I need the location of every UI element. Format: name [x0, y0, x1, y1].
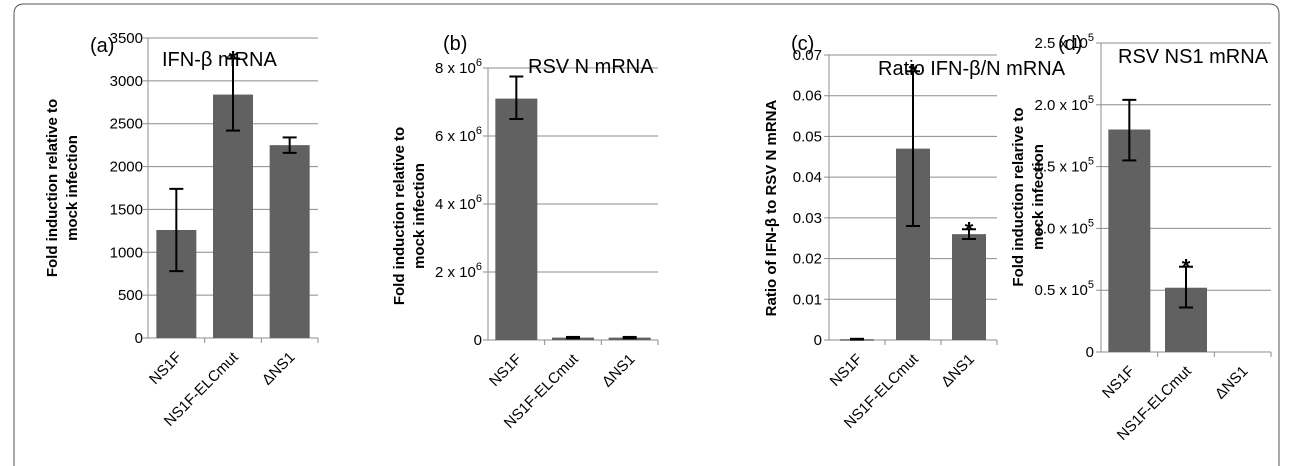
bar-3	[269, 145, 310, 338]
y-tick-label: 1.5 x 105	[1035, 156, 1095, 176]
panel-letter: (a)	[90, 35, 114, 57]
x-tick-label: NS1F	[1099, 363, 1138, 402]
figure-frame	[13, 3, 1280, 466]
y-tick-label: 0	[474, 332, 482, 349]
significance-star: *	[1182, 255, 1191, 280]
y-tick-base: 4 x 10	[435, 196, 476, 213]
y-axis-label: Fold induction relative to mock infection	[391, 127, 428, 305]
y-tick-label: 1000	[110, 244, 143, 261]
y-tick-exponent: 6	[476, 57, 482, 69]
bar-1	[1108, 129, 1151, 352]
x-tick-label: ΔNS1	[1212, 363, 1252, 403]
x-tick-label: NS1F	[146, 349, 185, 388]
y-axis-label-line: Fold induction relative to	[391, 127, 408, 305]
y-tick-label: 0	[1086, 344, 1094, 361]
y-axis-label-line: mock infection	[1030, 144, 1047, 250]
y-tick-label: 0	[814, 332, 822, 349]
y-tick-exponent: 5	[1088, 94, 1094, 106]
y-tick-label: 1.0 x 105	[1035, 217, 1095, 237]
y-tick-base: 2 x 10	[435, 264, 476, 281]
panel-title: RSV NS1 mRNA	[1118, 46, 1269, 68]
y-tick-label: 0.5 x 105	[1035, 279, 1095, 299]
significance-star: *	[965, 217, 974, 242]
y-axis-label-line: Fold induction relarive to	[1010, 107, 1027, 286]
y-tick-label: 2.5 x 105	[1035, 32, 1095, 52]
panel-letter: (c)	[791, 33, 814, 55]
panel-letter: (b)	[443, 33, 467, 55]
y-axis-label-line: Fold induction relative to	[44, 99, 61, 277]
y-tick-label: 1500	[110, 201, 143, 218]
x-tick-label: ΔNS1	[938, 351, 978, 391]
significance-star: *	[229, 47, 238, 72]
y-tick-label: 2 x 106	[435, 261, 482, 281]
y-tick-base: 0.5 x 10	[1035, 282, 1088, 299]
y-tick-exponent: 6	[476, 261, 482, 273]
y-tick-base: 6 x 10	[435, 128, 476, 145]
y-tick-exponent: 5	[1088, 279, 1094, 291]
y-tick-label: 4 x 106	[435, 193, 482, 213]
y-tick-exponent: 5	[1088, 156, 1094, 168]
y-tick-label: 0.01	[793, 291, 822, 308]
y-tick-label: 0.05	[793, 128, 822, 145]
x-tick-label: ΔNS1	[599, 351, 639, 391]
x-tick-label: ΔNS1	[259, 349, 299, 389]
y-tick-base: 1.0 x 10	[1035, 220, 1088, 237]
y-tick-exponent: 6	[476, 193, 482, 205]
y-tick-label: 2000	[110, 159, 143, 176]
bar-2	[213, 94, 253, 338]
panel-title: Ratio IFN-β/N mRNA	[878, 58, 1066, 80]
panel-title: IFN-β mRNA	[162, 49, 277, 71]
x-tick-label: NS1F	[486, 351, 525, 390]
y-tick-base: 2.0 x 10	[1035, 97, 1088, 114]
y-tick-base: 2.5 x 10	[1035, 35, 1088, 52]
panel-letter: (d)	[1058, 33, 1082, 55]
y-tick-label: 8 x 106	[435, 57, 482, 77]
y-axis-label-line: mock infection	[64, 135, 81, 241]
y-axis-label: Ratio of IFN-β to RSV N mRNA	[763, 100, 780, 317]
y-tick-label: 0.07	[793, 47, 822, 64]
y-axis-label: Fold induction relarive to mock infection	[1010, 107, 1047, 286]
bar-1	[495, 98, 538, 340]
y-axis-label-line: mock infection	[411, 163, 428, 269]
significance-star: *	[909, 59, 918, 84]
y-tick-label: 2.0 x 105	[1035, 94, 1095, 114]
y-tick-base: 8 x 10	[435, 60, 476, 77]
x-tick-label: NS1F	[827, 351, 866, 390]
y-tick-label: 500	[118, 287, 143, 304]
y-tick-base: 1.5 x 10	[1035, 159, 1088, 176]
y-tick-label: 0.04	[793, 169, 822, 186]
panel-a: 0500100015002000250030003500NS1F*NS1F-EL…	[44, 30, 319, 430]
y-tick-label: 0.02	[793, 251, 822, 268]
y-tick-label: 0.06	[793, 88, 822, 105]
y-tick-exponent: 6	[476, 125, 482, 137]
y-axis-label: Fold induction relative to mock infection	[44, 99, 81, 277]
y-tick-label: 3000	[110, 73, 143, 90]
y-tick-label: 0	[135, 330, 143, 347]
panel-title: RSV N mRNA	[528, 56, 654, 78]
y-tick-label: 6 x 106	[435, 125, 482, 145]
y-tick-exponent: 5	[1088, 32, 1094, 44]
y-tick-label: 3500	[110, 30, 143, 47]
bar-3	[952, 234, 986, 340]
y-tick-label: 2500	[110, 116, 143, 133]
y-axis-label-line: Ratio of IFN-β to RSV N mRNA	[763, 100, 780, 317]
y-tick-label: 0.03	[793, 210, 822, 227]
y-tick-exponent: 5	[1088, 217, 1094, 229]
